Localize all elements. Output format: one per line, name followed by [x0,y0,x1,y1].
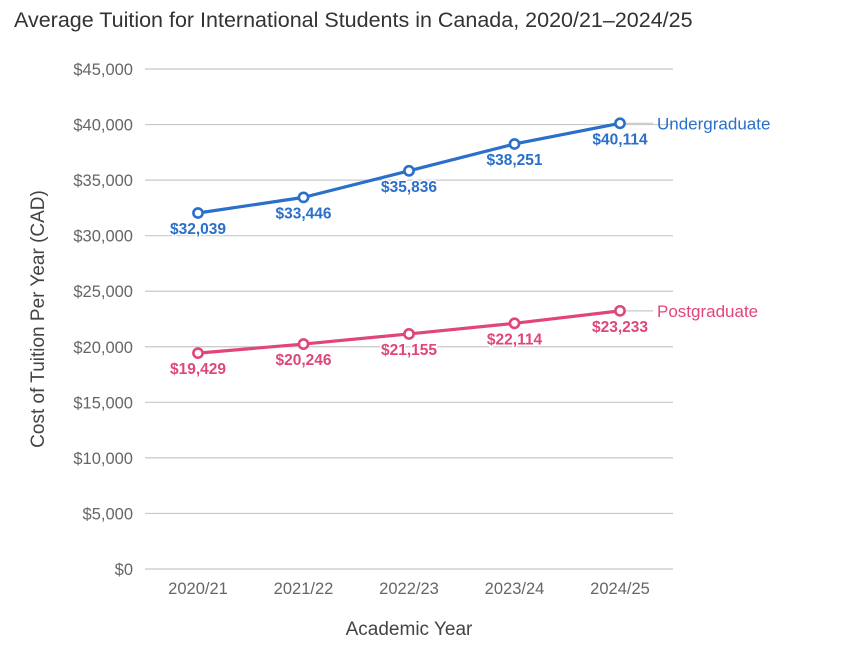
y-axis-title: Cost of Tuition Per Year (CAD) [28,190,49,448]
data-label: $20,246 [275,352,331,369]
data-point [297,338,310,350]
series-postgraduate: $19,429 $20,246 $21,155 $22,114 $23,233 Postg… [168,302,758,380]
data-label: $38,251 [486,152,542,169]
x-tick-label: 2023/24 [485,580,545,598]
x-tick-label: 2021/22 [274,580,334,598]
x-tick-label: 2020/21 [168,580,228,598]
y-tick-label: $25,000 [73,283,133,301]
data-point [403,328,415,340]
data-point [614,304,626,317]
data-label: $23,233 [592,319,648,336]
data-label: $21,155 [381,342,437,359]
series-name-label: Undergraduate [657,114,770,133]
y-tick-label: $5,000 [83,505,133,523]
data-label: $35,836 [381,179,437,196]
gridlines [145,68,673,570]
data-point [297,191,310,204]
data-label: $22,114 [487,331,543,348]
chart-title: Average Tuition for International Studen… [14,8,693,32]
data-point [508,317,521,330]
y-tick-label: $15,000 [73,394,133,412]
y-tick-label: $20,000 [73,339,133,357]
y-axis-ticks: $0 $5,000 $10,000 $15,000 $20,000 $25,000 $30,… [73,61,133,579]
x-axis-title: Academic Year [346,619,473,640]
data-point [614,117,626,130]
x-tick-label: 2022/23 [379,580,439,598]
data-label: $19,429 [170,361,226,378]
y-tick-label: $10,000 [73,450,133,468]
data-point [192,207,204,219]
y-tick-label: $45,000 [73,61,133,79]
series-undergraduate: $32,039 $33,446 $35,836 $38,251 $40,114 Under… [168,114,770,239]
data-point [192,347,204,360]
data-point [403,164,415,177]
x-axis-ticks: 2020/21 2021/22 2022/23 2023/24 2024/25 [168,580,650,598]
x-tick-label: 2024/25 [590,580,650,598]
data-label: $32,039 [170,221,226,238]
data-point [508,138,521,150]
y-tick-label: $40,000 [73,117,133,135]
data-label: $40,114 [592,131,648,148]
data-label: $33,446 [275,205,331,222]
y-tick-label: $0 [115,561,133,579]
y-tick-label: $35,000 [73,172,133,190]
y-tick-label: $30,000 [73,228,133,246]
series-name-label: Postgraduate [657,302,758,321]
